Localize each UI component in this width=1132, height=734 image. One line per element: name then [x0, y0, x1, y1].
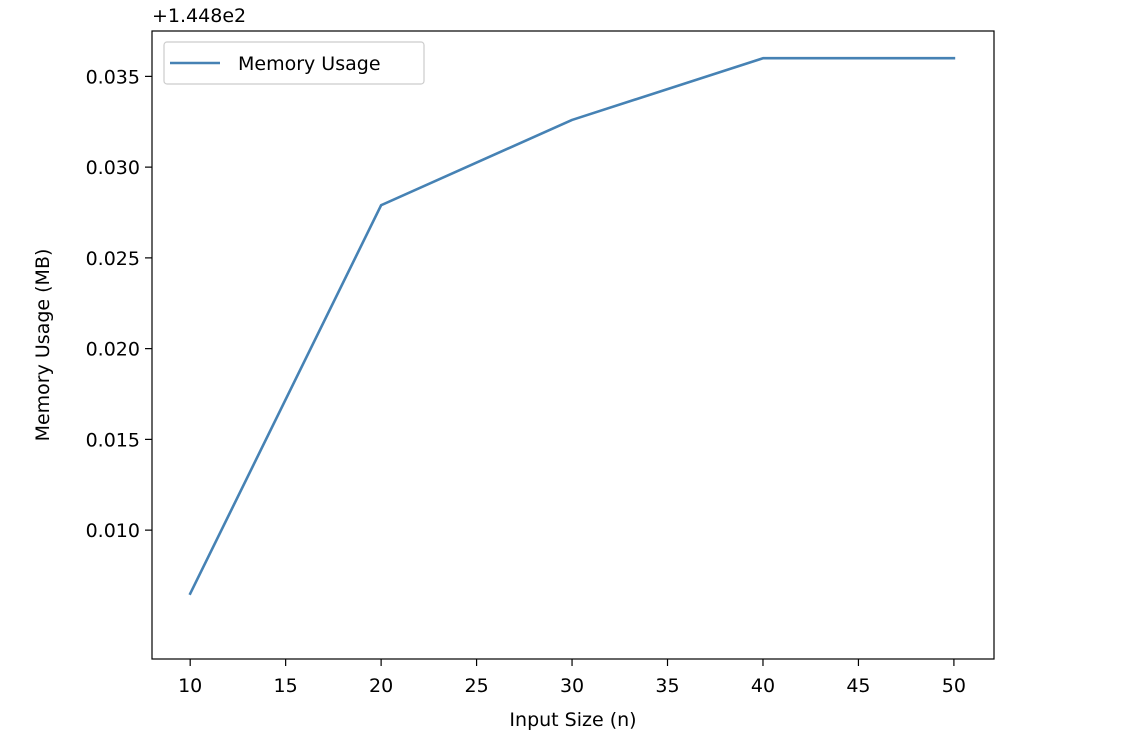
x-tick-label: 45	[846, 675, 870, 697]
y-axis-ticks: 0.010 0.015 0.020 0.025 0.030 0.035	[86, 66, 152, 542]
x-tick-label: 30	[560, 675, 584, 697]
series-group	[188, 56, 956, 596]
y-tick-label: 0.030	[86, 157, 140, 179]
legend-label: Memory Usage	[238, 53, 381, 75]
x-tick-label: 20	[369, 675, 393, 697]
y-tick-label: 0.010	[86, 520, 140, 542]
x-tick-label: 10	[178, 675, 202, 697]
y-axis-label: Memory Usage (MB)	[32, 249, 54, 442]
x-axis-label: Input Size (n)	[509, 709, 636, 731]
x-tick-label: 15	[274, 675, 298, 697]
series-line-memory-usage	[188, 56, 956, 596]
plot-frame	[151, 30, 995, 660]
y-tick-label: 0.025	[86, 248, 140, 270]
x-axis-ticks: 10 15 20 25 30 35 40 45 50	[178, 659, 966, 697]
y-tick-label: 0.035	[86, 66, 140, 88]
y-tick-label: 0.020	[86, 339, 140, 361]
x-tick-label: 40	[751, 675, 775, 697]
x-tick-label: 25	[464, 675, 488, 697]
x-tick-label: 50	[942, 675, 966, 697]
x-tick-label: 35	[655, 675, 679, 697]
legend-box	[163, 41, 425, 85]
legend: Memory Usage	[163, 41, 425, 85]
y-axis-offset-label: +1.448e2	[152, 5, 246, 27]
y-tick-label: 0.015	[86, 429, 140, 451]
